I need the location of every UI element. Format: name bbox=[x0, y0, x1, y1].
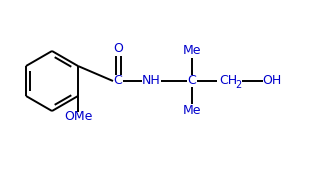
Text: C: C bbox=[114, 75, 122, 88]
Text: 2: 2 bbox=[235, 79, 241, 90]
Text: O: O bbox=[113, 42, 123, 55]
Text: Me: Me bbox=[183, 44, 201, 57]
Text: CH: CH bbox=[219, 75, 237, 88]
Text: Me: Me bbox=[183, 104, 201, 117]
Text: OMe: OMe bbox=[64, 110, 92, 123]
Text: NH: NH bbox=[142, 75, 160, 88]
Text: OH: OH bbox=[262, 75, 282, 88]
Text: C: C bbox=[188, 75, 196, 88]
